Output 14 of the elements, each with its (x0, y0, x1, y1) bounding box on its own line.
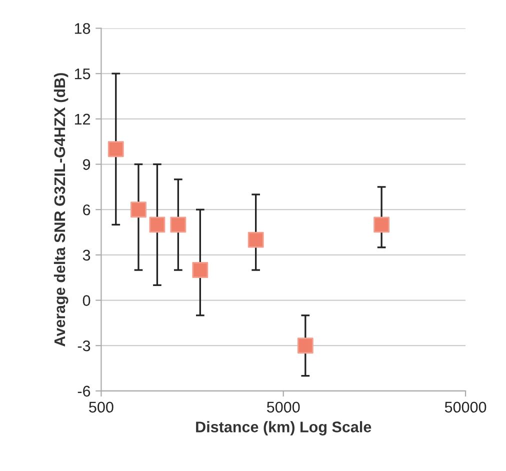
y-tick-label: -6 (78, 386, 90, 397)
y-tick-label: 0 (82, 295, 90, 306)
y-tick-label: 9 (83, 159, 90, 170)
y-tick-label: 15 (74, 68, 90, 80)
y-tick-label: 6 (83, 204, 90, 216)
y-axis-title: Average delta SNR G3ZIL-G4HZX (dB) (54, 73, 68, 346)
y-tick-label: 18 (74, 23, 90, 34)
y-tick-label: -3 (78, 340, 90, 352)
x-tick-label: 5000 (266, 402, 300, 413)
x-tick-label: 500 (89, 402, 114, 413)
x-axis-title: Distance (km) Log Scale (196, 421, 372, 436)
y-tick-label: 12 (74, 114, 90, 124)
x-tick-label: 50000 (444, 402, 486, 413)
y-tick-label: 3 (82, 250, 90, 261)
